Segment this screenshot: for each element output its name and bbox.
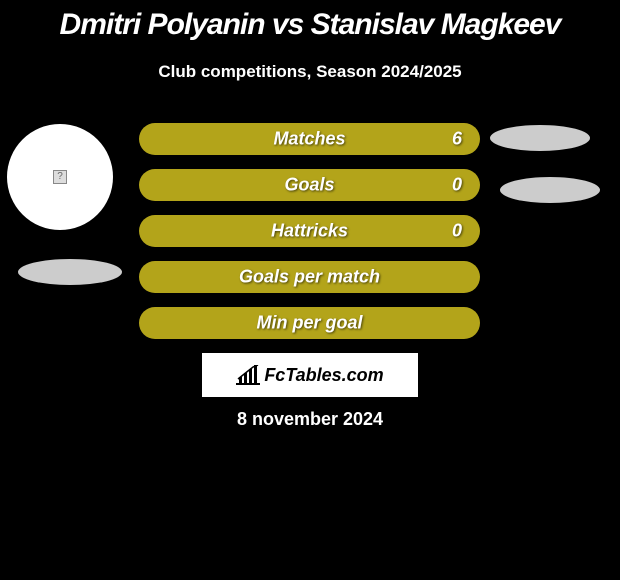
stat-bar-label: Goals: [139, 175, 480, 196]
bar-chart-icon: [236, 365, 260, 385]
player-right-shadow-2: [500, 177, 600, 203]
stat-bar: Goals0: [139, 169, 480, 201]
stat-bar: Matches6: [139, 123, 480, 155]
stat-bar: Goals per match: [139, 261, 480, 293]
player-right-shadow-1: [490, 125, 590, 151]
stat-bar-value: 0: [452, 221, 462, 242]
stat-bar-label: Hattricks: [139, 221, 480, 242]
site-logo-text: FcTables.com: [264, 365, 383, 386]
player-left-shadow: [18, 259, 122, 285]
stat-bar-label: Matches: [139, 129, 480, 150]
stat-bar-value: 0: [452, 175, 462, 196]
stat-bar-label: Min per goal: [139, 313, 480, 334]
stat-bar: Min per goal: [139, 307, 480, 339]
date-line: 8 november 2024: [0, 409, 620, 430]
page-title: Dmitri Polyanin vs Stanislav Magkeev: [0, 8, 620, 42]
stat-bar-value: 6: [452, 129, 462, 150]
stat-bar-label: Goals per match: [139, 267, 480, 288]
stat-bar: Hattricks0: [139, 215, 480, 247]
site-logo-box: FcTables.com: [202, 353, 418, 397]
infographic-root: Dmitri Polyanin vs Stanislav Magkeev Clu…: [0, 0, 620, 580]
player-left-avatar: ?: [7, 124, 113, 230]
placeholder-image-icon: ?: [53, 170, 67, 184]
page-subtitle: Club competitions, Season 2024/2025: [0, 62, 620, 82]
